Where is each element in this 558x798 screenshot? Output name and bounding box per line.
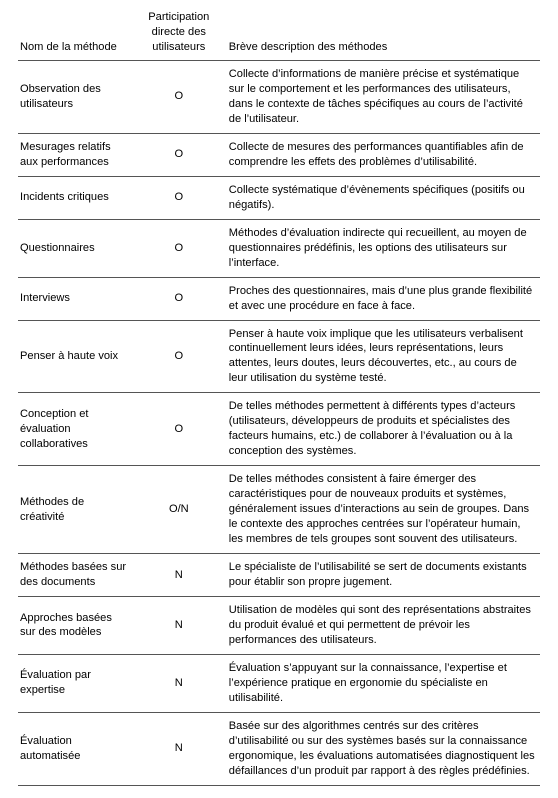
header-method: Nom de la méthode [18,8,133,60]
table-body: Observation des utilisateurs O Collecte … [18,60,540,785]
cell-method: Évaluation par expertise [18,654,133,712]
cell-description: Basée sur des algorithmes centrés sur de… [227,712,540,785]
cell-description: De telles méthodes permettent à différen… [227,393,540,466]
cell-description: Évaluation s’appuyant sur la connaissanc… [227,654,540,712]
table-row: Questionnaires O Méthodes d’évaluation i… [18,219,540,277]
cell-method: Méthodes basées sur des documents [18,554,133,597]
cell-method: Interviews [18,277,133,320]
cell-description: Utilisation de modèles qui sont des repr… [227,597,540,655]
cell-description: De telles méthodes consistent à faire ém… [227,466,540,554]
cell-participation: O [133,219,227,277]
cell-participation: O [133,320,227,393]
cell-participation: O [133,133,227,176]
cell-method: Mesurages relatifs aux performances [18,133,133,176]
cell-participation: O/N [133,466,227,554]
cell-participation: N [133,554,227,597]
cell-participation: O [133,176,227,219]
cell-method: Observation des utilisateurs [18,60,133,133]
cell-method: Évaluation automatisée [18,712,133,785]
cell-method: Approches basées sur des modèles [18,597,133,655]
cell-method: Méthodes de créativité [18,466,133,554]
table-row: Incidents critiques O Collecte systémati… [18,176,540,219]
cell-description: Proches des questionnaires, mais d’une p… [227,277,540,320]
table-row: Conception et évaluation collaboratives … [18,393,540,466]
cell-description: Penser à haute voix implique que les uti… [227,320,540,393]
cell-description: Collecte de mesures des performances qua… [227,133,540,176]
cell-participation: N [133,712,227,785]
cell-method: Conception et évaluation collaboratives [18,393,133,466]
methods-table: Nom de la méthode Participation directe … [18,8,540,786]
cell-method: Penser à haute voix [18,320,133,393]
cell-description: Collecte d’informations de manière préci… [227,60,540,133]
cell-description: Collecte systématique d’évènements spéci… [227,176,540,219]
cell-participation: O [133,277,227,320]
table-row: Méthodes de créativité O/N De telles mét… [18,466,540,554]
cell-participation: O [133,393,227,466]
cell-description: Le spécialiste de l’utilisabilité se ser… [227,554,540,597]
cell-description: Méthodes d’évaluation indirecte qui recu… [227,219,540,277]
table-row: Évaluation automatisée N Basée sur des a… [18,712,540,785]
cell-participation: N [133,597,227,655]
cell-participation: N [133,654,227,712]
table-row: Approches basées sur des modèles N Utili… [18,597,540,655]
table-row: Penser à haute voix O Penser à haute voi… [18,320,540,393]
table-row: Interviews O Proches des questionnaires,… [18,277,540,320]
header-participation: Participation directe des utilisateurs [133,8,227,60]
table-row: Évaluation par expertise N Évaluation s’… [18,654,540,712]
cell-method: Incidents critiques [18,176,133,219]
table-header-row: Nom de la méthode Participation directe … [18,8,540,60]
cell-participation: O [133,60,227,133]
header-description: Brève description des méthodes [227,8,540,60]
table-row: Observation des utilisateurs O Collecte … [18,60,540,133]
cell-method: Questionnaires [18,219,133,277]
table-row: Méthodes basées sur des documents N Le s… [18,554,540,597]
table-row: Mesurages relatifs aux performances O Co… [18,133,540,176]
